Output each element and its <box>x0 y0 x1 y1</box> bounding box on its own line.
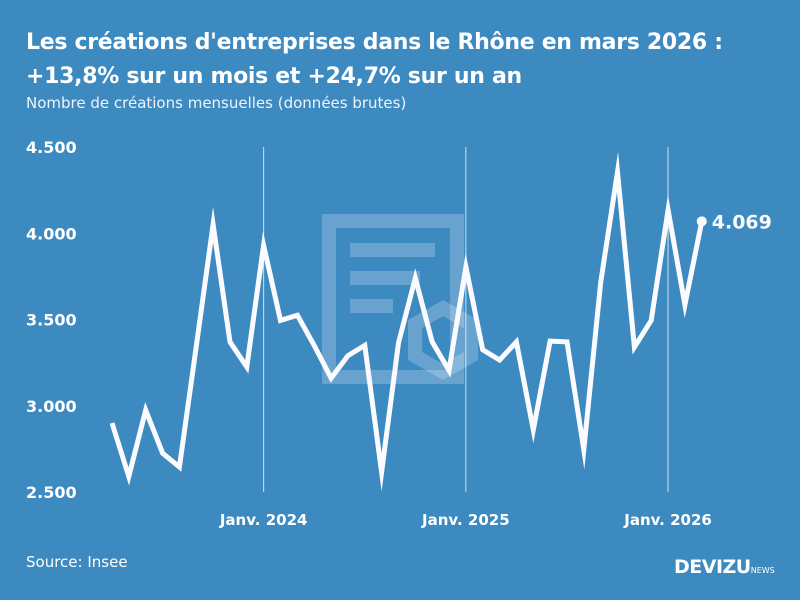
logo-subtext: NEWS <box>750 566 775 575</box>
chart-title: Les créations d'entreprises dans le Rhôn… <box>26 26 723 94</box>
y-tick-label: 3.000 <box>26 397 77 416</box>
y-tick-label: 4.500 <box>26 138 77 157</box>
y-tick-label: 3.500 <box>26 311 77 330</box>
x-tick-label: Janv. 2025 <box>421 511 510 529</box>
last-point-marker <box>696 216 707 227</box>
title-line-1: Les créations d'entreprises dans le Rhôn… <box>26 30 723 55</box>
brand-logo: DEVIZUNEWS <box>674 556 775 578</box>
series-line <box>109 151 705 492</box>
y-tick-label: 2.500 <box>26 483 77 502</box>
x-tick-label: Janv. 2026 <box>623 511 712 529</box>
last-value-label: 4.069 <box>712 211 772 233</box>
source-note: Source: Insee <box>26 553 128 571</box>
y-tick-label: 4.000 <box>26 224 77 243</box>
logo-text: DEVIZU <box>674 556 751 578</box>
title-line-2: +13,8% sur un mois et +24,7% sur un an <box>26 64 522 89</box>
chart-subtitle: Nombre de créations mensuelles (données … <box>26 94 407 112</box>
x-tick-label: Janv. 2024 <box>219 511 308 529</box>
